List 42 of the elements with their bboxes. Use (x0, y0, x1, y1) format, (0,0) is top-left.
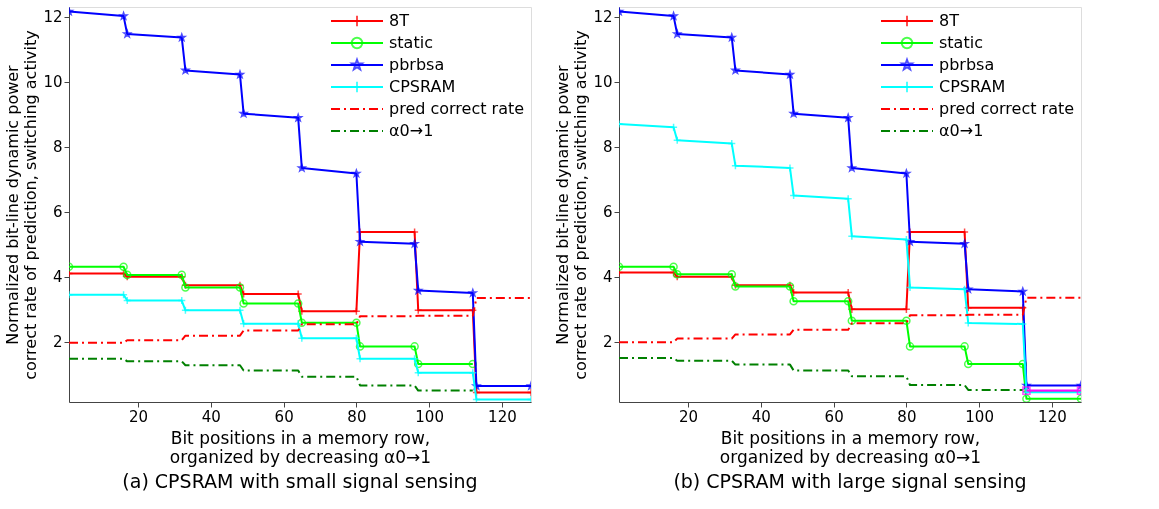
legend-label: pbrbsa (389, 55, 445, 74)
y-tick-label: 2 (602, 333, 613, 352)
y-tick-label: 2 (52, 333, 63, 352)
y-tick-label: 8 (602, 138, 613, 157)
text: (a) CPSRAM with small signal sensing (122, 470, 478, 492)
x-tick-label: 120 (488, 407, 517, 426)
legend-label: pbrbsa (939, 55, 995, 74)
y-axis-title: Normalized bit-line dynamic power correct rate of prediction, switching activity (3, 30, 41, 380)
x-tick-label: 20 (129, 407, 149, 426)
x-tick-label: 100 (415, 407, 444, 426)
legend-label: CPSRAM (389, 77, 456, 96)
legend-label: pred correct rate (939, 99, 1075, 118)
y-axis-title: Normalized bit-line dynamic power correct rate of prediction, switching activity (553, 30, 591, 380)
y-tick-label: 12 (43, 8, 63, 27)
legend-label: static (939, 33, 983, 52)
y-tick-label: 4 (52, 268, 63, 287)
y-tick-label: 8 (52, 138, 63, 157)
text: (b) CPSRAM with large signal sensing (673, 470, 1027, 492)
x-tick-label: 80 (897, 407, 917, 426)
legend-label: 8T (939, 11, 960, 30)
y-tick-label: 10 (43, 73, 63, 92)
x-tick-label: 60 (824, 407, 844, 426)
x-tick-label: 40 (751, 407, 771, 426)
legend-label: pred correct rate (389, 99, 525, 118)
x-tick-label: 40 (201, 407, 221, 426)
y-tick-label: 10 (593, 73, 613, 92)
y-tick-label: 6 (602, 203, 613, 222)
x-tick-label: 100 (965, 407, 994, 426)
legend-label: α0→1 (939, 121, 984, 140)
x-axis-title: Bit positions in a memory row, organized by decreasing α0→1 (719, 427, 982, 467)
x-tick-label: 80 (347, 407, 367, 426)
legend-label: 8T (389, 11, 410, 30)
legend-label: α0→1 (389, 121, 434, 140)
x-tick-label: 60 (274, 407, 294, 426)
y-tick-label: 4 (602, 268, 613, 287)
y-tick-label: 6 (52, 203, 63, 222)
x-axis-title: Bit positions in a memory row, organized by decreasing α0→1 (169, 427, 432, 467)
legend-label: static (389, 33, 433, 52)
x-tick-label: 120 (1038, 407, 1067, 426)
y-tick-label: 12 (593, 8, 613, 27)
legend-label: CPSRAM (939, 77, 1006, 96)
x-tick-label: 20 (679, 407, 699, 426)
